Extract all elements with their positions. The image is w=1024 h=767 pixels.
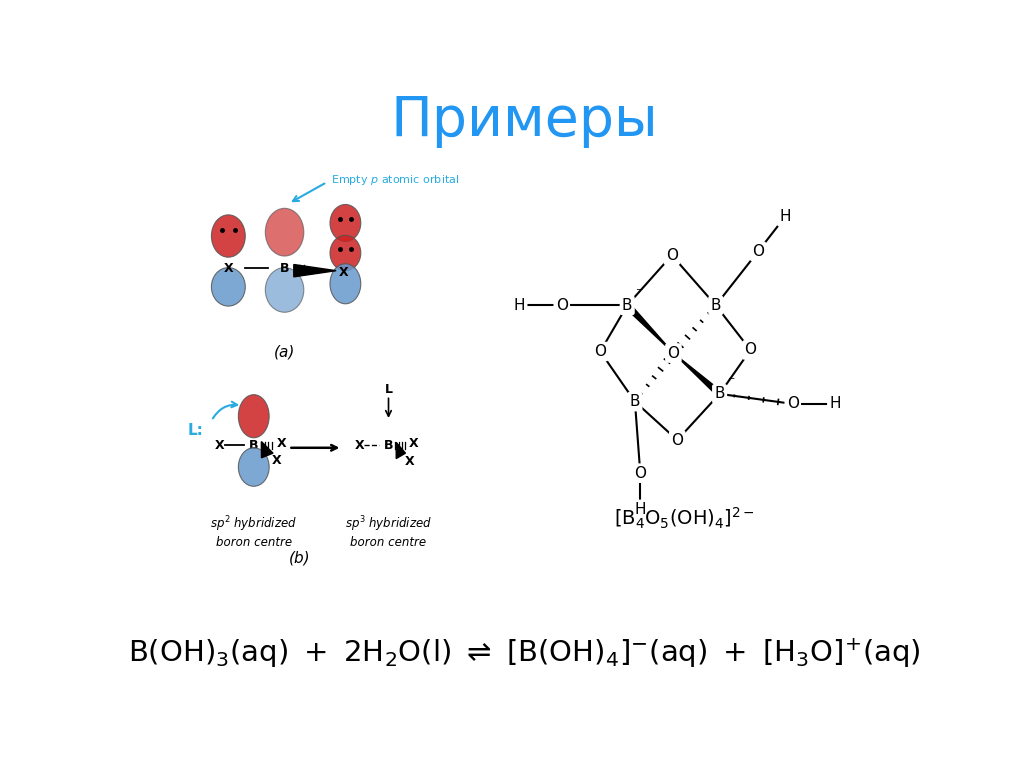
Text: $^{-}$: $^{-}$ [727, 374, 736, 387]
Text: O: O [744, 343, 757, 357]
Text: X: X [215, 439, 224, 452]
Polygon shape [261, 442, 273, 458]
Text: $sp^2$ hybridized
boron centre: $sp^2$ hybridized boron centre [210, 515, 297, 549]
Text: H: H [635, 502, 646, 517]
Ellipse shape [239, 395, 269, 438]
Text: O: O [594, 344, 606, 359]
Text: O: O [666, 248, 678, 263]
Text: H: H [514, 298, 525, 313]
Text: X: X [404, 455, 414, 468]
Text: L: L [384, 383, 392, 396]
Polygon shape [625, 303, 674, 353]
Text: H: H [829, 397, 841, 411]
Text: B: B [384, 439, 393, 452]
Text: [B$_4$O$_5$(OH)$_4$]$^{2-}$: [B$_4$O$_5$(OH)$_4$]$^{2-}$ [614, 506, 756, 532]
Text: O: O [786, 397, 799, 411]
Text: H: H [779, 209, 791, 224]
Text: X: X [354, 439, 365, 452]
Polygon shape [294, 265, 336, 277]
Polygon shape [674, 353, 722, 397]
Text: O: O [556, 298, 567, 313]
Text: X: X [409, 437, 418, 450]
Text: X: X [276, 437, 287, 450]
Text: $\mathrm{B(OH)_3(aq)\ +\ 2H_2O(l)\ \rightleftharpoons\ [B(OH)_4]^{-}(aq)\ +\ [H_: $\mathrm{B(OH)_3(aq)\ +\ 2H_2O(l)\ \righ… [128, 637, 922, 670]
Ellipse shape [330, 264, 360, 304]
Polygon shape [396, 443, 406, 459]
Text: X: X [223, 262, 233, 275]
Text: O: O [752, 244, 764, 259]
Text: B: B [711, 298, 721, 313]
Ellipse shape [211, 268, 246, 306]
Text: B: B [280, 262, 290, 275]
Text: $^{-}$: $^{-}$ [635, 286, 643, 299]
Text: X: X [272, 454, 282, 467]
Ellipse shape [330, 235, 360, 271]
Text: Примеры: Примеры [391, 94, 658, 147]
Ellipse shape [330, 205, 360, 242]
Text: Empty $p$ atomic orbital: Empty $p$ atomic orbital [331, 173, 459, 187]
Text: (b): (b) [289, 551, 310, 565]
Text: O: O [634, 466, 646, 481]
Text: O: O [672, 433, 683, 448]
Ellipse shape [265, 209, 304, 256]
Text: B: B [249, 439, 258, 452]
Ellipse shape [265, 268, 304, 312]
Text: X: X [339, 265, 348, 278]
Ellipse shape [211, 215, 246, 257]
Text: L:: L: [188, 423, 204, 437]
Text: B: B [630, 394, 640, 409]
Ellipse shape [239, 448, 269, 486]
Text: $sp^3$ hybridized
boron centre: $sp^3$ hybridized boron centre [345, 515, 432, 549]
Text: B: B [622, 298, 633, 313]
Text: (a): (a) [273, 344, 295, 359]
Text: O: O [668, 346, 679, 360]
Text: B: B [715, 387, 725, 401]
